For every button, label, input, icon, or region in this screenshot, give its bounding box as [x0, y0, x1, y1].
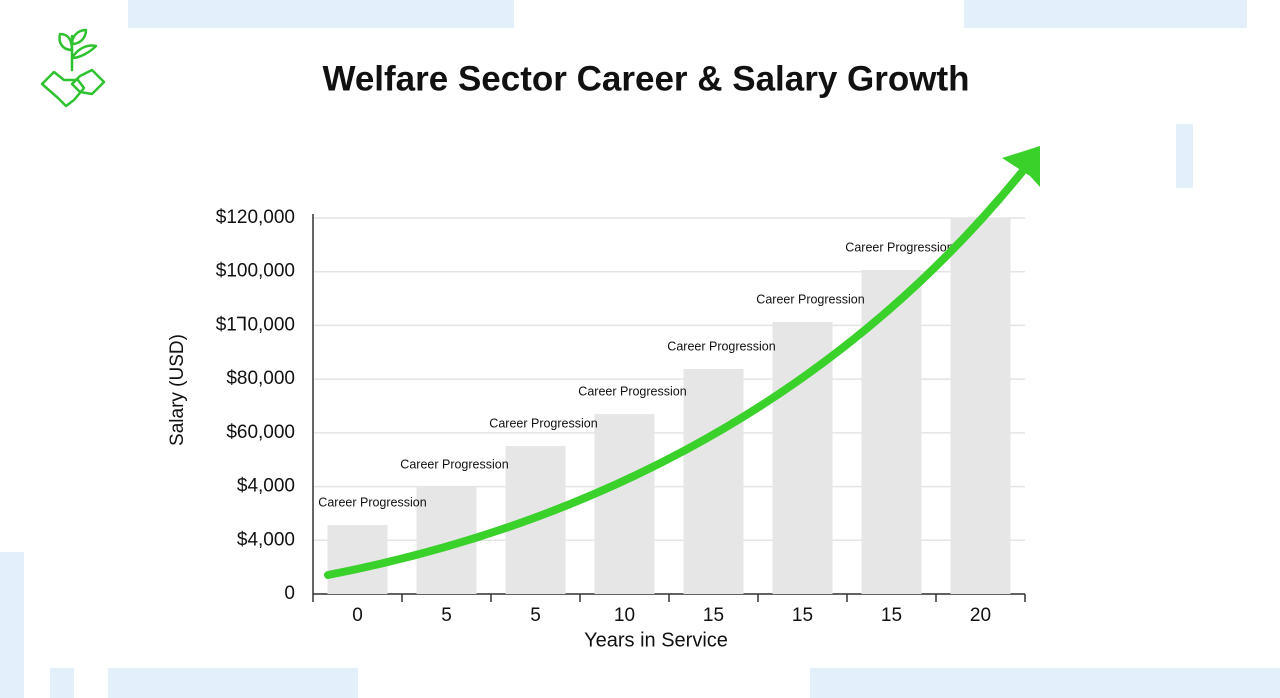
x-tick-label: 15: [703, 605, 724, 626]
x-tick-label: 5: [530, 605, 541, 626]
annotation: Career Progression: [318, 495, 426, 509]
x-tick-label: 10: [614, 605, 635, 626]
annotation: Career Progression: [578, 384, 686, 398]
x-tick-label: 0: [352, 605, 363, 626]
x-tick-label: 15: [792, 605, 813, 626]
y-tick-label: $4,000: [237, 476, 295, 497]
y-tick-label: $120,000: [216, 207, 295, 228]
x-tick-label: 15: [881, 605, 902, 626]
chart-title: Welfare Sector Career & Salary Growth: [322, 59, 969, 98]
bar: [950, 218, 1011, 594]
y-tick-label: $1Ꞁ0,000: [216, 314, 295, 335]
y-tick-label: $80,000: [226, 368, 295, 389]
bar: [861, 270, 922, 594]
plot-area: 0 $4,000 $4,000 $60,000 $80,000 $1Ꞁ0,000 $100,…: [216, 207, 1026, 626]
bar: [327, 525, 388, 594]
x-tick-label: 5: [441, 605, 452, 626]
annotation: Career Progression: [756, 292, 864, 306]
y-axis-title: Salary (USD): [167, 334, 188, 446]
bar: [683, 369, 744, 594]
annotation: Career Progression: [845, 240, 953, 254]
x-axis-title: Years in Service: [584, 629, 728, 651]
y-tick-label: $4,000: [237, 529, 295, 550]
y-tick-label: $60,000: [226, 422, 295, 443]
growth-arrow: [324, 146, 1040, 579]
y-tick-label: $100,000: [216, 261, 295, 282]
x-tick-label: 20: [970, 605, 991, 626]
annotation: Career Progression: [667, 339, 775, 353]
annotation: Career Progression: [489, 416, 597, 430]
logo: [40, 28, 106, 108]
y-tick-label: 0: [284, 583, 295, 604]
annotation: Career Progression: [400, 457, 508, 471]
bar: [594, 414, 655, 594]
